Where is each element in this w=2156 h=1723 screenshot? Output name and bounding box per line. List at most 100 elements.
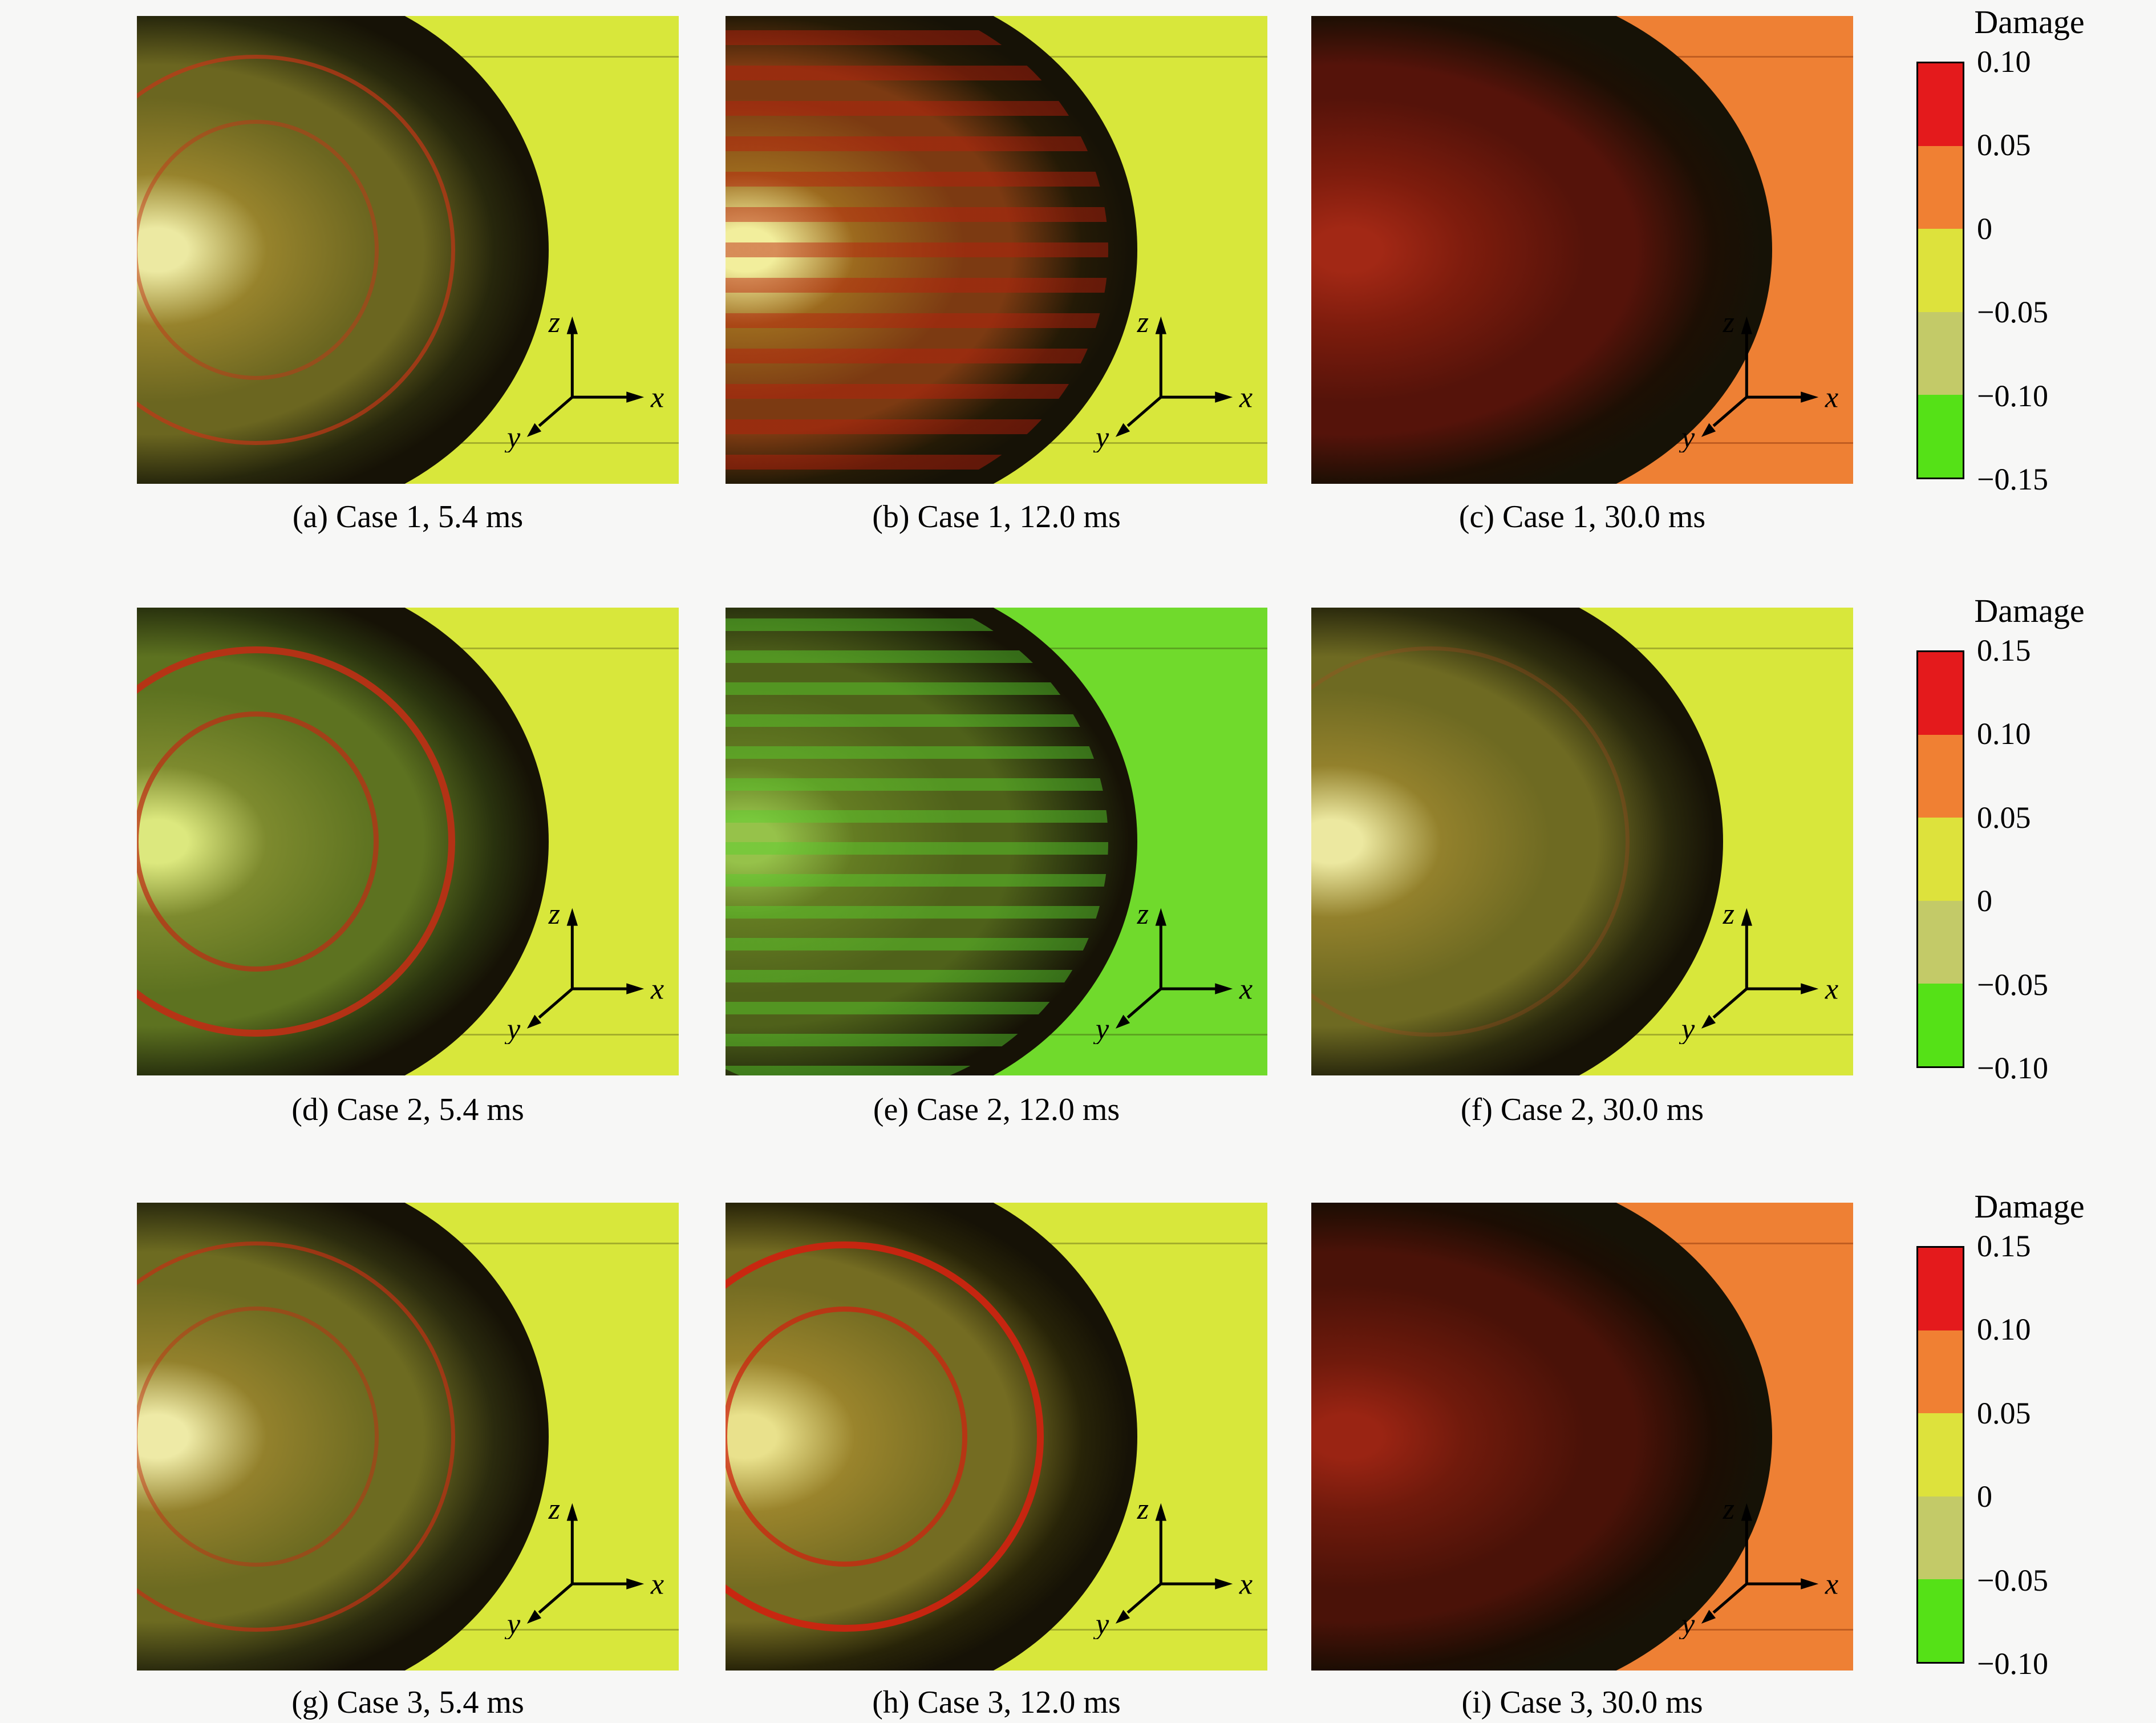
colorbar-segment — [1918, 652, 1963, 735]
colorbar-tick: 0.15 — [1977, 633, 2031, 668]
projectile-ellipsoid — [1311, 16, 1772, 484]
axis-label-z: z — [548, 1493, 560, 1526]
axis-label-x: x — [1239, 973, 1253, 1006]
colorbar-tick: −0.10 — [1977, 1647, 2048, 1681]
panel-caption: (d) Case 2, 5.4 ms — [291, 1092, 524, 1127]
axis-triad-icon: z x y — [504, 1493, 664, 1641]
axis-triad-icon: z x y — [504, 306, 664, 454]
axis-label-z: z — [1723, 306, 1734, 339]
axis-label-z: z — [1723, 897, 1734, 931]
panel-b: z x y — [726, 16, 1267, 484]
panel-g: z x y — [137, 1203, 679, 1671]
axis-label-x: x — [1825, 973, 1838, 1006]
axis-label-z: z — [1137, 306, 1149, 339]
colorbar-tick: −0.05 — [1977, 295, 2048, 330]
colorbar-segment — [1918, 1496, 1963, 1579]
damage-legend: Damage 0.15 0.10 0.05 0 −0.05 −0.10 — [1904, 592, 2155, 1085]
colorbar-segment — [1918, 394, 1963, 478]
colorbar-segment — [1918, 818, 1963, 901]
damage-legend: Damage 0.10 0.05 0 −0.05 −0.10 −0.15 — [1904, 3, 2155, 496]
colorbar — [1916, 650, 1964, 1068]
colorbar-tick: 0.05 — [1977, 800, 2031, 835]
axis-triad-icon: z x y — [1093, 897, 1253, 1046]
panel-h: z x y — [726, 1203, 1267, 1671]
colorbar-tick: 0.15 — [1977, 1229, 2031, 1263]
colorbar-segment — [1918, 900, 1963, 984]
colorbar-tick: 0 — [1977, 211, 1992, 246]
axis-triad: z x y — [1078, 1479, 1255, 1641]
axis-label-x: x — [1825, 381, 1838, 414]
axis-label-z: z — [548, 897, 560, 931]
colorbar-tick: −0.05 — [1977, 1563, 2048, 1597]
projectile-surface — [726, 16, 1137, 484]
axis-label-x: x — [650, 1568, 664, 1601]
axis-triad-icon: z x y — [1679, 306, 1838, 454]
projectile-surface — [726, 608, 1137, 1075]
colorbar-segment — [1918, 735, 1963, 818]
panel-caption: (g) Case 3, 5.4 ms — [291, 1685, 524, 1720]
damage-ring — [137, 1306, 379, 1567]
damage-ring — [726, 1306, 968, 1567]
axis-label-z: z — [1723, 1493, 1734, 1526]
projectile-ellipsoid — [1311, 608, 1723, 1075]
axis-triad-icon: z x y — [1093, 306, 1253, 454]
colorbar-tick: −0.10 — [1977, 1051, 2048, 1085]
panel-i: z x y — [1311, 1203, 1853, 1671]
axis-label-x: x — [1239, 1568, 1253, 1601]
colorbar-segment — [1918, 983, 1963, 1067]
axis-label-z: z — [548, 306, 560, 339]
projectile-ellipsoid — [726, 1203, 1137, 1671]
axis-label-x: x — [650, 973, 664, 1006]
panel-a: z x y — [137, 16, 679, 484]
axis-label-y: y — [1679, 420, 1695, 452]
colorbar-tick: 0.10 — [1977, 45, 2031, 79]
projectile-ellipsoid — [137, 1203, 549, 1671]
damage-ring — [137, 711, 379, 972]
panel-caption: (i) Case 3, 30.0 ms — [1461, 1685, 1703, 1720]
colorbar-segment — [1918, 312, 1963, 395]
colorbar-segment — [1918, 1248, 1963, 1331]
axis-label-x: x — [1825, 1568, 1838, 1601]
axis-triad-icon: z x y — [1679, 1493, 1838, 1641]
projectile-ellipsoid — [137, 16, 549, 484]
colorbar-segment — [1918, 1413, 1963, 1496]
axis-triad: z x y — [1664, 884, 1841, 1046]
axis-triad: z x y — [1078, 884, 1255, 1046]
legend-title: Damage — [1974, 1188, 2085, 1225]
panel-caption: (e) Case 2, 12.0 ms — [873, 1092, 1120, 1127]
damage-ring — [137, 119, 379, 381]
colorbar-segment — [1918, 63, 1963, 147]
axis-label-y: y — [504, 420, 521, 452]
colorbar-tick: 0.10 — [1977, 717, 2031, 751]
colorbar — [1916, 1246, 1964, 1664]
colorbar — [1916, 62, 1964, 479]
axis-triad-icon: z x y — [1679, 897, 1838, 1046]
axis-label-x: x — [1239, 381, 1253, 414]
axis-label-x: x — [650, 381, 664, 414]
panel-caption: (h) Case 3, 12.0 ms — [872, 1685, 1121, 1720]
axis-triad: z x y — [1078, 292, 1255, 454]
axis-label-y: y — [1093, 1012, 1109, 1044]
axis-triad: z x y — [1664, 292, 1841, 454]
panel-c: z x y — [1311, 16, 1853, 484]
colorbar-segment — [1918, 229, 1963, 312]
colorbar-segment — [1918, 1579, 1963, 1663]
colorbar-segment — [1918, 146, 1963, 229]
legend-title: Damage — [1974, 3, 2085, 41]
panel-caption: (b) Case 1, 12.0 ms — [872, 499, 1121, 535]
projectile-ellipsoid — [1311, 1203, 1772, 1671]
axis-triad: z x y — [1664, 1479, 1841, 1641]
axis-label-z: z — [1137, 1493, 1149, 1526]
axis-label-y: y — [1679, 1012, 1695, 1044]
axis-label-y: y — [1093, 420, 1109, 452]
axis-label-y: y — [1679, 1607, 1695, 1639]
projectile-ellipsoid — [137, 608, 549, 1075]
panel-f: z x y — [1311, 608, 1853, 1075]
axis-label-z: z — [1137, 897, 1149, 931]
colorbar-tick: 0.05 — [1977, 1396, 2031, 1430]
projectile-surface — [1311, 1203, 1772, 1671]
projectile-ellipsoid — [726, 16, 1137, 484]
damage-legend: Damage 0.15 0.10 0.05 0 −0.05 −0.10 — [1904, 1188, 2155, 1681]
projectile-surface — [1311, 16, 1772, 484]
panel-d: z x y — [137, 608, 679, 1075]
